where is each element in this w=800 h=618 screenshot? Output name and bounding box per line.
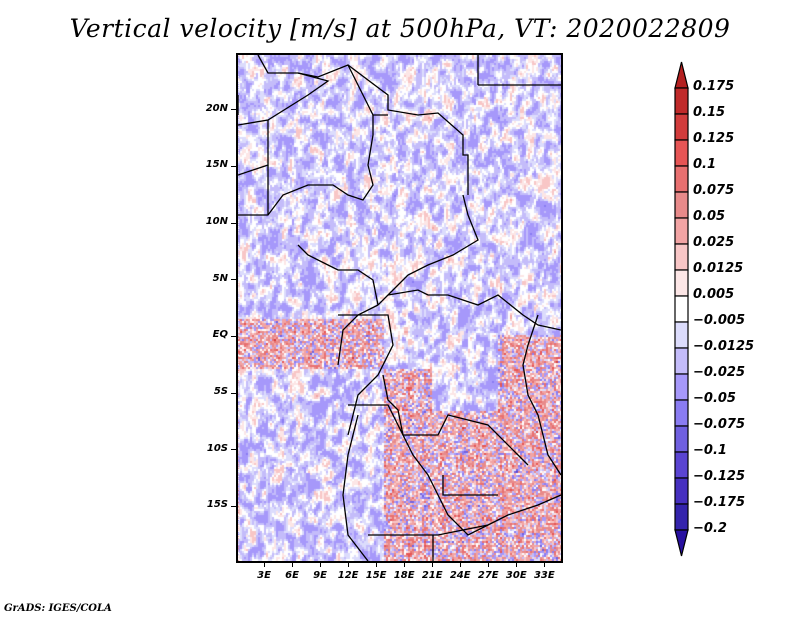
- grads-credit: GrADS: IGES/COLA: [4, 603, 112, 614]
- colorbar-level-label: 0.005: [693, 287, 735, 302]
- colorbar-segment: [674, 399, 689, 427]
- x-tick-label: 27E: [477, 570, 499, 581]
- y-tick-mark: [231, 392, 236, 394]
- colorbar-segment: [674, 243, 689, 271]
- colorbar-segment: [674, 269, 689, 297]
- colorbar-segment: [674, 503, 689, 531]
- country-border-line: [347, 64, 388, 116]
- x-tick-mark: [403, 563, 405, 567]
- x-tick-label: 30E: [505, 570, 527, 581]
- x-tick-mark: [375, 563, 377, 567]
- country-border-line: [238, 115, 374, 216]
- y-tick-label: 5S: [213, 386, 228, 397]
- colorbar-level-label: −0.025: [693, 365, 746, 380]
- colorbar-segment: [674, 165, 689, 193]
- colorbar-extend-max: [674, 61, 689, 89]
- x-tick-mark: [347, 563, 349, 567]
- country-border-line: [522, 314, 561, 476]
- colorbar-segment: [674, 191, 689, 219]
- country-border-line: [342, 414, 369, 561]
- x-tick-mark: [459, 563, 461, 567]
- colorbar-level-label: −0.2: [693, 521, 727, 536]
- colorbar-level-label: 0.1: [693, 157, 717, 172]
- colorbar-segment: [674, 477, 689, 505]
- y-tick-label: 15S: [206, 499, 228, 511]
- x-tick-label: 24E: [449, 570, 471, 581]
- country-border-line: [297, 64, 469, 195]
- colorbar-level-label: −0.05: [693, 391, 736, 406]
- map-plot-area: [236, 53, 563, 563]
- country-border-line: [297, 244, 379, 306]
- x-tick-label: 15E: [365, 570, 387, 581]
- y-tick-label: 20N: [205, 102, 228, 114]
- x-tick-mark: [543, 563, 545, 567]
- colorbar-level-label: 0.15: [693, 105, 726, 120]
- x-tick-label: 21E: [421, 570, 443, 581]
- colorbar-level-label: −0.0125: [693, 339, 755, 354]
- colorbar-segment: [674, 217, 689, 245]
- y-tick-label: 10S: [206, 442, 228, 454]
- country-border-line: [338, 314, 394, 436]
- x-tick-mark: [431, 563, 433, 567]
- colorbar-level-label: 0.05: [693, 209, 726, 224]
- y-tick-mark: [231, 279, 236, 281]
- colorbar-level-label: 0.125: [693, 131, 735, 146]
- country-border-line: [337, 304, 379, 366]
- x-tick-label: 9E: [313, 570, 327, 581]
- x-tick-label: 18E: [393, 570, 415, 581]
- y-tick-mark: [231, 165, 236, 167]
- colorbar-segment: [674, 113, 689, 141]
- colorbar-level-label: 0.175: [693, 79, 735, 94]
- x-tick-label: 3E: [257, 570, 271, 581]
- x-tick-label: 33E: [533, 570, 555, 581]
- y-tick-mark: [231, 449, 236, 451]
- y-tick-label: EQ: [212, 329, 228, 341]
- x-tick-label: 12E: [337, 570, 359, 581]
- colorbar-segment: [674, 373, 689, 401]
- x-tick-label: 6E: [285, 570, 299, 581]
- x-tick-mark: [487, 563, 489, 567]
- country-border-line: [348, 404, 529, 466]
- y-tick-mark: [231, 335, 236, 337]
- chart-title: Vertical velocity [m/s] at 500hPa, VT: 2…: [69, 14, 731, 43]
- country-border-line: [238, 55, 330, 126]
- colorbar-level-label: −0.1: [693, 443, 727, 458]
- colorbar-segment: [674, 87, 689, 115]
- colorbar-segment: [674, 347, 689, 375]
- colorbar-extend-min: [674, 529, 689, 557]
- x-tick-mark: [515, 563, 517, 567]
- colorbar-level-label: 0.0125: [693, 261, 744, 276]
- y-tick-mark: [231, 222, 236, 224]
- country-border-line: [442, 475, 498, 496]
- colorbar-level-label: 0.075: [693, 183, 735, 198]
- country-border-line: [377, 194, 479, 306]
- x-tick-mark: [263, 563, 265, 567]
- colorbar-segment: [674, 295, 689, 323]
- country-border-line: [382, 374, 561, 536]
- country-border-line: [387, 289, 561, 331]
- colorbar-level-label: −0.125: [693, 469, 746, 484]
- y-tick-label: 15N: [205, 159, 228, 171]
- y-tick-label: 10N: [205, 216, 228, 227]
- y-tick-label: 5N: [212, 272, 228, 284]
- country-border-line: [238, 120, 269, 176]
- colorbar-segment: [674, 425, 689, 453]
- colorbar-level-label: 0.025: [693, 235, 735, 250]
- y-tick-mark: [231, 505, 236, 507]
- x-tick-mark: [319, 563, 321, 567]
- colorbar-level-label: −0.175: [693, 495, 746, 510]
- colorbar-level-label: −0.005: [693, 313, 746, 328]
- colorbar-level-label: −0.075: [693, 417, 746, 432]
- y-tick-mark: [231, 109, 236, 111]
- x-tick-mark: [291, 563, 293, 567]
- colorbar-segment: [674, 451, 689, 479]
- vertical-velocity-field: [238, 55, 561, 561]
- colorbar-segment: [674, 139, 689, 167]
- colorbar-segment: [674, 321, 689, 349]
- country-borders: [238, 55, 561, 561]
- country-border-line: [368, 524, 489, 536]
